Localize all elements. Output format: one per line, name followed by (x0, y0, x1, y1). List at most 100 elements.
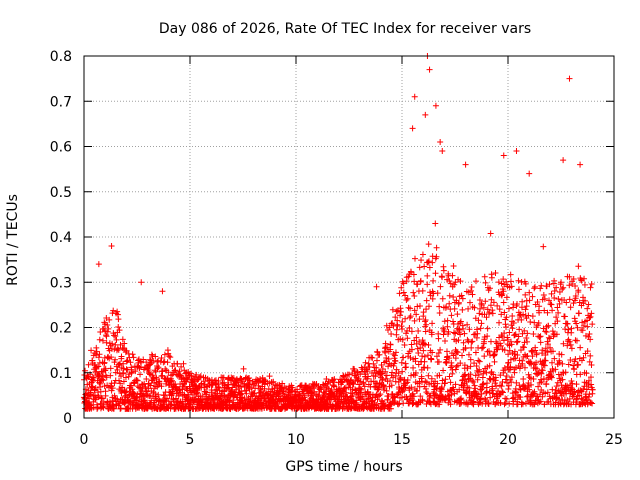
data-point (387, 341, 394, 348)
data-point (528, 348, 535, 355)
data-point (444, 323, 451, 330)
data-point (429, 253, 436, 260)
data-point (466, 384, 473, 391)
data-point (408, 341, 415, 348)
data-point (123, 366, 130, 373)
data-point (564, 320, 571, 327)
data-point (432, 102, 439, 109)
data-point (583, 370, 590, 377)
data-point (558, 382, 565, 389)
data-point (399, 318, 406, 325)
data-point (412, 255, 418, 262)
data-point (486, 362, 493, 369)
data-point (516, 326, 523, 333)
data-point (537, 398, 544, 405)
data-point (483, 388, 490, 395)
data-point (577, 276, 584, 283)
data-point (503, 396, 510, 403)
data-point (556, 359, 563, 366)
data-point (379, 377, 386, 384)
data-point (517, 386, 524, 393)
data-point (106, 398, 113, 405)
data-point (384, 396, 391, 403)
y-tick-labels: 0 0.1 0.2 0.3 0.4 0.5 0.6 0.7 0.8 (50, 49, 72, 427)
data-point (505, 351, 512, 358)
data-point (576, 392, 583, 399)
data-point (99, 373, 106, 380)
data-point (111, 380, 118, 387)
data-point (336, 404, 343, 411)
data-point (404, 376, 411, 383)
data-point (552, 390, 559, 397)
data-points (80, 53, 596, 412)
data-point (393, 326, 400, 333)
data-point (127, 359, 134, 366)
data-point (152, 368, 159, 375)
y-tick-label: 0.4 (50, 230, 72, 246)
data-point (425, 258, 432, 265)
data-point (398, 323, 405, 330)
data-point (462, 161, 469, 168)
data-point (469, 377, 476, 384)
data-point (126, 391, 133, 398)
data-point (433, 253, 440, 260)
data-point (536, 309, 543, 316)
data-point (396, 290, 403, 297)
data-point (539, 367, 546, 374)
data-point (289, 387, 296, 394)
data-point (457, 319, 464, 326)
data-point (472, 278, 479, 285)
data-point (95, 393, 102, 400)
data-point (521, 385, 528, 392)
data-point (472, 372, 479, 379)
data-point (131, 380, 138, 387)
data-point (524, 330, 531, 337)
data-point (197, 373, 204, 380)
data-point (500, 299, 507, 306)
data-point (470, 331, 477, 338)
data-point (549, 359, 556, 366)
data-point (88, 383, 95, 390)
data-point (420, 340, 427, 347)
data-point (400, 289, 407, 296)
data-point (422, 385, 429, 392)
data-point (510, 355, 517, 362)
data-point (459, 306, 466, 313)
data-point (90, 374, 97, 381)
data-point (123, 388, 130, 395)
data-point (541, 307, 548, 314)
data-point (117, 405, 124, 412)
data-point (383, 387, 390, 394)
data-point (114, 366, 121, 373)
data-point (498, 280, 505, 287)
data-point (541, 295, 548, 302)
data-point (115, 346, 122, 353)
data-point (168, 391, 175, 398)
data-point (436, 303, 443, 310)
data-point (410, 289, 417, 296)
data-point (489, 307, 496, 314)
data-point (376, 392, 383, 399)
y-tick-label: 0.7 (50, 94, 72, 110)
data-point (452, 330, 459, 337)
data-point (402, 292, 409, 299)
data-point (442, 359, 449, 366)
data-point (439, 295, 446, 302)
data-point (520, 344, 527, 351)
data-point (559, 285, 566, 292)
data-point (266, 373, 273, 380)
data-point (503, 278, 510, 285)
data-point (415, 327, 422, 334)
data-point (434, 290, 441, 297)
data-point (438, 392, 445, 399)
data-point (178, 374, 185, 381)
data-point (411, 307, 418, 314)
data-point (435, 335, 442, 342)
data-point (546, 281, 553, 288)
data-point (559, 360, 566, 367)
data-point (523, 335, 530, 342)
data-point (525, 312, 532, 319)
data-point (419, 353, 426, 360)
data-point (556, 300, 563, 307)
data-point (427, 289, 434, 296)
